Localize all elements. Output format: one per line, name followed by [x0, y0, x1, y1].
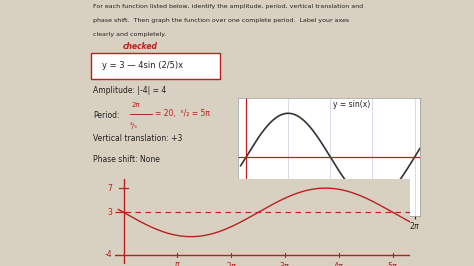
- Text: $2\pi$: $2\pi$: [226, 260, 237, 266]
- FancyBboxPatch shape: [91, 53, 220, 79]
- Text: $5\pi$: $5\pi$: [387, 260, 399, 266]
- Text: Amplitude: |-4| = 4: Amplitude: |-4| = 4: [93, 86, 166, 95]
- Text: $3\pi$: $3\pi$: [279, 260, 291, 266]
- Text: clearly and completely.: clearly and completely.: [93, 32, 166, 37]
- Text: Vertical translation: +3: Vertical translation: +3: [93, 134, 182, 143]
- Text: y = sin(x): y = sin(x): [333, 101, 370, 109]
- Text: checked: checked: [123, 42, 157, 51]
- Text: Phase shift: None: Phase shift: None: [93, 155, 160, 164]
- Text: phase shift.  Then graph the function over one complete period.  Label your axes: phase shift. Then graph the function ove…: [93, 18, 349, 23]
- Text: 3: 3: [108, 208, 112, 217]
- Text: -4: -4: [105, 250, 112, 259]
- Text: 7: 7: [108, 184, 112, 193]
- Text: y = 3 — 4sin (2/5)x: y = 3 — 4sin (2/5)x: [102, 61, 183, 70]
- Text: For each function listed below, identify the amplitude, period, vertical transla: For each function listed below, identify…: [93, 3, 363, 9]
- Text: ⁴/₅: ⁴/₅: [130, 122, 138, 129]
- Text: 2π: 2π: [131, 102, 140, 108]
- Text: $4\pi$: $4\pi$: [333, 260, 345, 266]
- Text: = 20,  ⁵/₂ = 5π: = 20, ⁵/₂ = 5π: [155, 109, 210, 118]
- Text: Period:: Period:: [93, 111, 119, 120]
- Text: $\pi$: $\pi$: [174, 260, 181, 266]
